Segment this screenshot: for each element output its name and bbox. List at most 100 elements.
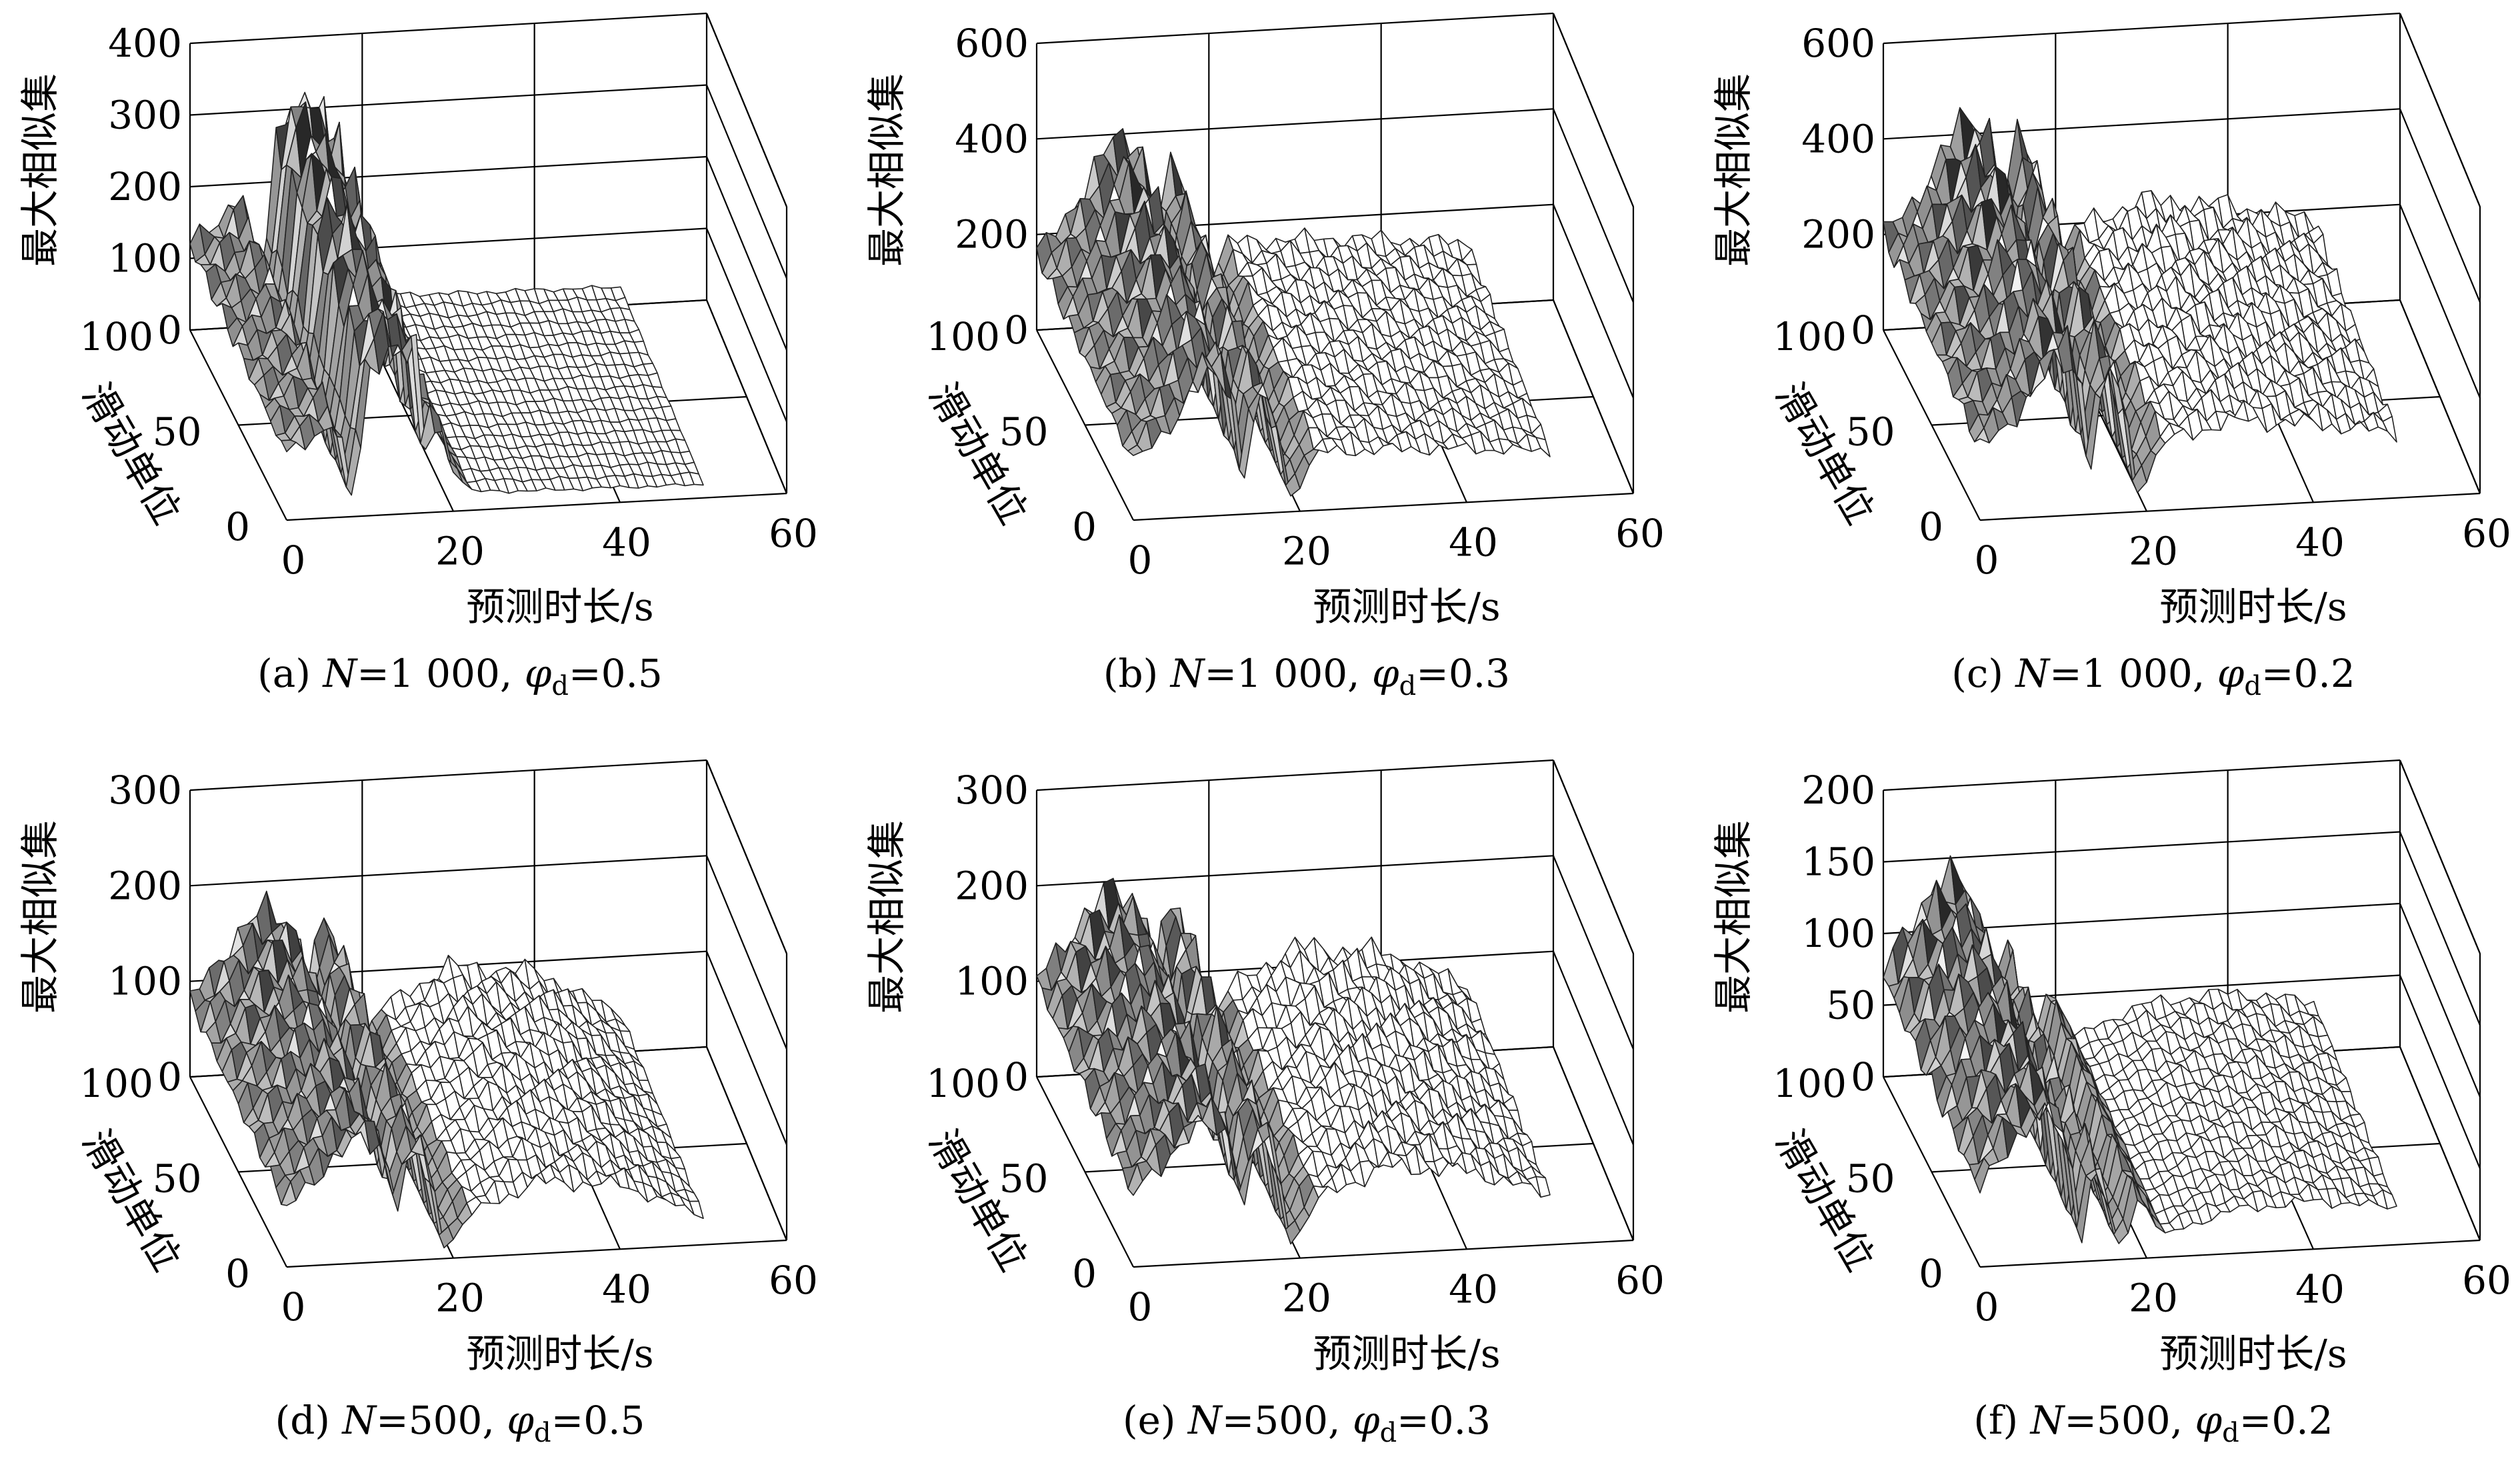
x-tick-labels: 0 20 40 60 (281, 511, 818, 583)
gridline (189, 759, 707, 792)
gridline (1883, 759, 2401, 792)
surface (189, 890, 704, 1249)
caption-n-value: 1 000 (1237, 651, 1347, 696)
gridline (705, 951, 788, 1146)
caption-phi-value: 0.3 (1429, 1398, 1491, 1443)
gridline (705, 85, 788, 279)
gridline (2399, 832, 2481, 1026)
caption-space (1176, 1398, 1188, 1443)
z-tick-label: 300 (955, 768, 1029, 813)
gridline (2399, 975, 2481, 1169)
caption-sep: , (500, 651, 525, 696)
caption-id: (b) (1103, 651, 1158, 696)
x-tick-labels: 0 20 40 60 (1128, 1258, 1665, 1330)
x-axis-label: 预测时长/s (1313, 584, 1500, 629)
caption-eq: = (569, 651, 601, 696)
z-tick-label: 100 (955, 959, 1029, 1004)
z-axis-label: 最大相似集 (864, 73, 909, 267)
gridline (1979, 1239, 2481, 1268)
caption-phi-sub: d (534, 1418, 551, 1448)
gridline (189, 855, 707, 887)
x-tick-label: 60 (1615, 511, 1665, 556)
x-tick-labels: 0 20 40 60 (1128, 511, 1665, 583)
surface (1036, 128, 1551, 497)
x-axis-label: 预测时长/s (466, 584, 653, 629)
y-tick-label: 0 (1072, 504, 1097, 549)
x-tick-label: 20 (1282, 1276, 1331, 1321)
axis-edge (1552, 13, 1635, 207)
panel-caption: (a) N=1 000, φd=0.5 (257, 651, 663, 701)
caption-n-symbol: N (1169, 651, 1206, 696)
x-tick-label: 60 (1615, 1258, 1665, 1303)
axis-edge (2399, 13, 2481, 207)
caption-phi-value: 0.3 (1449, 651, 1510, 696)
x-tick-label: 20 (435, 529, 485, 574)
z-tick-label: 300 (108, 768, 182, 813)
gridline (1552, 855, 1635, 1050)
z-tick-label: 0 (157, 307, 182, 353)
z-tick-label: 0 (157, 1054, 182, 1100)
panel-caption: (e) N=500, φd=0.3 (1123, 1398, 1491, 1448)
x-tick-label: 0 (281, 537, 306, 583)
caption-space (330, 1398, 342, 1443)
z-axis-label: 最大相似集 (864, 820, 909, 1014)
gridline (286, 1239, 787, 1268)
x-tick-label: 0 (1128, 1284, 1153, 1330)
x-axis-label: 预测时长/s (1313, 1331, 1500, 1376)
panel-caption: (b) N=1 000, φd=0.3 (1103, 651, 1510, 701)
y-tick-label: 50 (153, 409, 202, 455)
x-tick-label: 60 (769, 1258, 818, 1303)
gridline (1036, 759, 1554, 792)
x-tick-labels: 0 20 40 60 (1975, 511, 2511, 583)
caption-eq: = (357, 651, 389, 696)
caption-eq: = (2261, 651, 2294, 696)
y-tick-label: 0 (1072, 1251, 1097, 1296)
z-tick-label: 600 (955, 21, 1029, 66)
caption-n-symbol: N (321, 651, 358, 696)
z-tick-label: 600 (1801, 21, 1875, 66)
gridline (705, 228, 788, 422)
z-tick-label: 0 (1851, 307, 1875, 353)
gridline (1883, 831, 2401, 863)
gridline (1552, 204, 1635, 399)
gridline (1979, 492, 2481, 521)
caption-phi-sub: d (1399, 671, 1417, 701)
gridline (1036, 108, 1554, 140)
caption-eq: = (2049, 651, 2082, 696)
caption-phi-symbol: φ (507, 1398, 534, 1443)
y-tick-label: 50 (153, 1156, 202, 1202)
surface (1036, 878, 1551, 1245)
x-axis-label: 预测时长/s (2159, 584, 2347, 629)
axis-edge (705, 760, 788, 954)
gridline (705, 855, 788, 1050)
x-tick-label: 20 (1282, 529, 1331, 574)
caption-n-value: 500 (409, 1398, 483, 1443)
z-tick-label: 200 (955, 863, 1029, 908)
axis-edge (1552, 760, 1635, 954)
caption-phi-symbol: φ (1372, 651, 1399, 696)
z-tick-label: 400 (1801, 116, 1875, 161)
caption-n-value: 1 000 (389, 651, 500, 696)
x-axis-label: 预测时长/s (466, 1331, 653, 1376)
gridline (1552, 108, 1635, 303)
y-tick-label: 100 (926, 314, 1000, 359)
surface-cell (689, 471, 704, 486)
x-tick-label: 0 (1128, 537, 1153, 583)
axis-edge (2399, 760, 2481, 954)
y-tick-label: 100 (1773, 314, 1847, 359)
x-tick-label: 20 (435, 1276, 485, 1321)
caption-phi-value: 0.2 (2294, 651, 2355, 696)
caption-phi-value: 0.5 (601, 651, 663, 696)
x-tick-labels: 0 20 40 60 (281, 1258, 818, 1330)
x-tick-label: 40 (2295, 519, 2345, 565)
caption-space (2003, 651, 2015, 696)
